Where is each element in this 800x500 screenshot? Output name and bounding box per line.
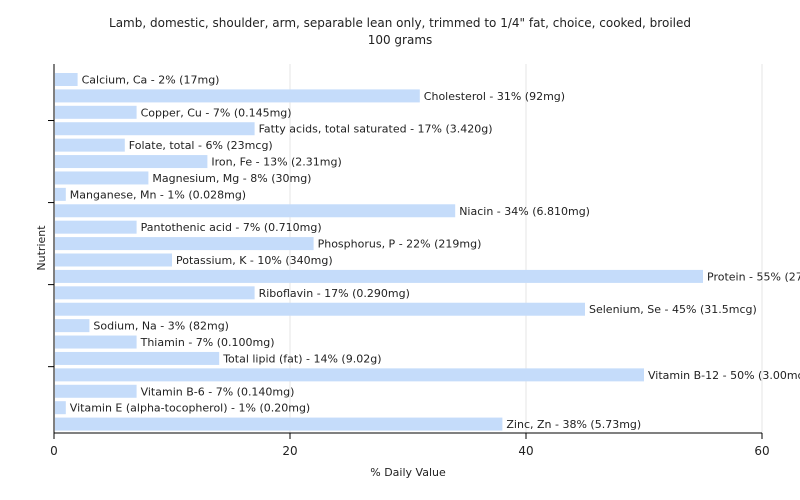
bar-label: Pantothenic acid - 7% (0.710mg) [141, 221, 322, 234]
chart-title: Lamb, domestic, shoulder, arm, separable… [109, 16, 691, 30]
x-axis-label: % Daily Value [370, 466, 446, 479]
bar [55, 171, 149, 185]
bar [55, 401, 66, 415]
bar-label: Riboflavin - 17% (0.290mg) [259, 287, 410, 300]
x-tick-label: 40 [518, 444, 533, 458]
bar [55, 204, 456, 218]
bar-labels-group: Calcium, Ca - 2% (17mg) Cholesterol - 31%… [70, 74, 800, 432]
y-axis-ticks [48, 120, 54, 368]
bars-group [55, 73, 703, 431]
bar-label: Niacin - 34% (6.810mg) [459, 205, 590, 218]
bar-label: Selenium, Se - 45% (31.5mcg) [589, 303, 757, 316]
bar [55, 73, 78, 86]
bar-label: Potassium, K - 10% (340mg) [176, 254, 333, 267]
bar [55, 368, 644, 382]
bar [55, 237, 314, 251]
bar [55, 155, 208, 169]
bar-label: Folate, total - 6% (23mcg) [129, 139, 273, 152]
x-tick-label: 20 [282, 444, 297, 458]
bar [55, 122, 255, 136]
bar [55, 138, 125, 152]
chart-subtitle: 100 grams [368, 33, 433, 47]
bar [55, 220, 137, 234]
bar-label: Calcium, Ca - 2% (17mg) [82, 74, 220, 87]
bar-label: Total lipid (fat) - 14% (9.02g) [222, 352, 381, 365]
bar-label: Vitamin B-12 - 50% (3.00mcg) [648, 369, 800, 382]
bar-label: Zinc, Zn - 38% (5.73mg) [506, 418, 641, 431]
x-tick-label: 0 [50, 444, 58, 458]
bar [55, 417, 503, 431]
bar [55, 286, 255, 300]
bar-label: Manganese, Mn - 1% (0.028mg) [70, 188, 246, 201]
x-axis-ticks: 0 20 40 60 [50, 433, 770, 458]
y-axis-label: Nutrient [35, 225, 48, 271]
bar-label: Protein - 55% (27.71g) [707, 270, 800, 283]
bar [55, 384, 137, 398]
bar-label: Vitamin B-6 - 7% (0.140mg) [141, 385, 295, 398]
bar [55, 187, 66, 201]
bar-label: Vitamin E (alpha-tocopherol) - 1% (0.20m… [70, 402, 310, 415]
bar [55, 319, 90, 333]
bar [55, 105, 137, 119]
bar-label: Cholesterol - 31% (92mg) [424, 90, 565, 103]
bar [55, 253, 172, 267]
x-tick-label: 60 [754, 444, 769, 458]
bar [55, 269, 703, 283]
bar-label: Thiamin - 7% (0.100mg) [140, 336, 275, 349]
bar [55, 335, 137, 349]
bar-label: Iron, Fe - 13% (2.31mg) [211, 156, 341, 169]
bar-label: Magnesium, Mg - 8% (30mg) [152, 172, 311, 185]
bar-label: Fatty acids, total saturated - 17% (3.42… [259, 123, 493, 136]
bar [55, 302, 585, 316]
bar-label: Sodium, Na - 3% (82mg) [93, 320, 229, 333]
bar [55, 351, 220, 365]
bar-label: Copper, Cu - 7% (0.145mg) [141, 106, 292, 119]
bar [55, 89, 420, 103]
bar-label: Phosphorus, P - 22% (219mg) [318, 238, 482, 251]
